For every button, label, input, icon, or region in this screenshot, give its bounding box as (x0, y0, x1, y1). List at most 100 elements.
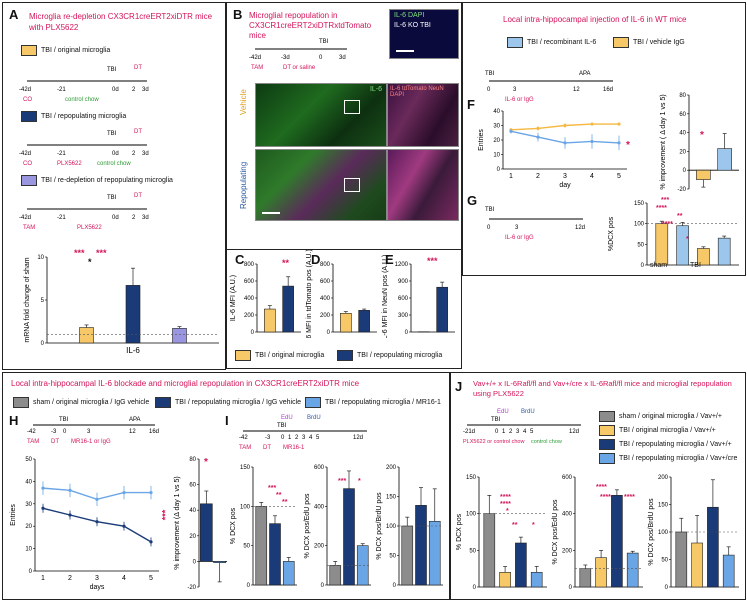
chart-J-edu-ytick-label-1: 200 (562, 548, 573, 554)
tl-i-tam: TAM (239, 445, 251, 451)
tl-b-t1: -3d (281, 55, 290, 61)
chart-D-bar-0 (340, 312, 352, 333)
chart-J-edu-ytick-label-3: 600 (562, 475, 573, 481)
tl-j-t0: -21d (463, 429, 475, 435)
scale-bar-2 (262, 212, 280, 214)
chart-F-bar-bar-0 (696, 169, 711, 180)
legend-f-il6: TBI / recombinant IL-6 (507, 37, 596, 48)
sig-j1-2: **** (500, 501, 511, 508)
tl-b-t2: 0 (319, 55, 323, 61)
ko-image: IL-6 DAPI IL-6 KO TBI (389, 9, 459, 59)
chart-H-bar-ytick-label-0: -20 (187, 585, 196, 591)
sig-e: *** (427, 256, 438, 266)
legend-j-cre-label: TBI / repopulating microglia / Vav+/cre (619, 455, 738, 462)
tl-j-t6: 5 (530, 429, 534, 435)
panel-j-label: J (455, 379, 463, 394)
chart-F-bar-ytick-label-0: -20 (677, 187, 686, 193)
chart-F-bar-ytick-label-1: 0 (683, 168, 687, 174)
chart-A-bar-0 (79, 327, 94, 344)
chart-G-bar-1 (676, 225, 689, 266)
swatch-h-sham (13, 397, 29, 408)
tl-j-plx: PLX5622 or control chow (463, 439, 524, 445)
chart-A-bar-1 (125, 285, 141, 344)
swatch-orig (21, 45, 37, 56)
chart-H-line-ytick-label-5: 50 (25, 457, 32, 463)
chart-I-dcx-ytick-label-3: 150 (240, 465, 251, 471)
chart-J-edu-ytick-label-2: 400 (562, 512, 573, 518)
tl-j-t2: 1 (502, 429, 506, 435)
chart-I-dcx-bar-1 (269, 523, 281, 586)
chart-C-ytick-label-0: 0 (251, 330, 255, 336)
tl-i-t6: 4 (309, 435, 313, 441)
legend-j-sham-label: sham / original microglia / Vav+/+ (619, 413, 722, 420)
chart-F-line-xtick-1: 2 (536, 173, 540, 180)
chart-I-brdu-ytick-label-0: 0 (393, 583, 397, 589)
chart-H-line-s1-pt-1 (68, 513, 72, 517)
chart-C-bar-1 (282, 285, 294, 333)
panel-a: A Microglia re-depletion CX3CR1creERT2xi… (2, 2, 226, 370)
tl-a2-t4: 3d (142, 151, 149, 157)
legend-h-igg-label: TBI / repopulating microglia / IgG vehic… (175, 399, 302, 406)
chart-H-line-xtick-0: 1 (41, 575, 45, 582)
chart-F-line-ytick-label-2: 20 (493, 138, 500, 144)
label-d: D (311, 252, 321, 267)
chart-J-dcx-bar-3 (530, 572, 543, 588)
sig-i1-1: *** (268, 485, 277, 492)
chart-J-brdu-bar-1 (691, 542, 703, 588)
swatch-j-cre (599, 453, 615, 464)
chart-I-edu-ytick-label-1: 200 (314, 544, 325, 550)
sig-j1-4: ** (512, 522, 518, 529)
chart-I-edu-ylabel: % DCX pos/EdU pos (304, 493, 311, 558)
chart-I-brdu-ytick-label-4: 200 (386, 465, 397, 471)
chart-F-line-s1-pt-0 (509, 129, 513, 133)
sig-f-bar: * (700, 130, 704, 141)
chart-F-line-ytick-label-0: 0 (497, 167, 501, 173)
chart-C-ytick-label-4: 800 (244, 262, 255, 268)
tl-a1-t2: 0d (112, 87, 119, 93)
chart-I-dcx-ytick-label-0: 0 (247, 583, 251, 589)
chart-F-line-s1-pt-2 (563, 141, 567, 145)
tl-a3-t2: 0d (112, 215, 119, 221)
chart-F-line-xtick-2: 3 (563, 173, 567, 180)
chart-H-bar-ytick-label-5: 80 (189, 457, 196, 463)
tl-b-tbi: TBI (319, 39, 329, 45)
chart-J-dcx-bar-2 (515, 542, 527, 588)
chart-i-brdu: 0 50 100 150 200 % DCX pos/BrdU pos (376, 465, 443, 589)
chart-C-bar-0 (264, 308, 276, 333)
chart-J-brdu-ytick-label-0: 0 (665, 585, 669, 591)
chart-I-brdu-bar-1 (415, 505, 427, 586)
chart-F-line-s0-pt-1 (536, 126, 540, 130)
chart-E-ytick-label-4: 1200 (395, 262, 409, 268)
tl-j-t4: 3 (516, 429, 520, 435)
tl-j-edu: EdU (497, 409, 509, 415)
tl-b-t0: -42d (249, 55, 261, 61)
chart-G-bar-0 (655, 223, 669, 266)
swatch-redep (21, 175, 37, 186)
row-label-repop: Repopulating (239, 161, 248, 209)
tl-j-tbi: TBI (491, 417, 501, 423)
tl-i-t1: -3 (265, 435, 271, 441)
tl-a1-chow: control chow (65, 97, 99, 103)
chart-F-line-ytick-label-4: 40 (493, 109, 500, 115)
chart-I-brdu-ytick-label-1: 50 (389, 554, 396, 560)
chart-g: 0 50 100 150 %DCX pos (608, 201, 739, 269)
chart-d: 0 200 400 600 800 IL-6 MFI in tdTomato pos (A… (306, 250, 377, 338)
chart-E-ytick-label-2: 600 (398, 296, 409, 302)
tl-h-t2: 0 (63, 429, 67, 435)
tl-i-t2: 0 (281, 435, 285, 441)
tl-f-t1: 3 (513, 87, 517, 93)
panel-h-title: Local intra-hippocampal IL-6 blockade an… (11, 379, 360, 388)
tl-a2-dt: DT (134, 129, 142, 135)
micrograph-repop-merge (387, 149, 459, 221)
tl-a3-plx: PLX5622 (77, 225, 102, 231)
chart-E-ytick-label-3: 900 (398, 279, 409, 285)
tl-i-brdu: BrdU (307, 415, 321, 421)
il6-label-1: IL-6 (369, 86, 382, 93)
chart-H-line-xtick-4: 5 (149, 575, 153, 582)
swatch-j-orig (599, 425, 615, 436)
panel-hi: Local intra-hippocampal IL-6 blockade an… (2, 372, 450, 600)
chart-H-line-ylabel: Entries (10, 504, 17, 526)
tl-h-dt: DT (51, 439, 59, 445)
chart-J-brdu-bar-0 (675, 531, 688, 588)
chart-G-ytick-label-1: 50 (637, 242, 644, 248)
